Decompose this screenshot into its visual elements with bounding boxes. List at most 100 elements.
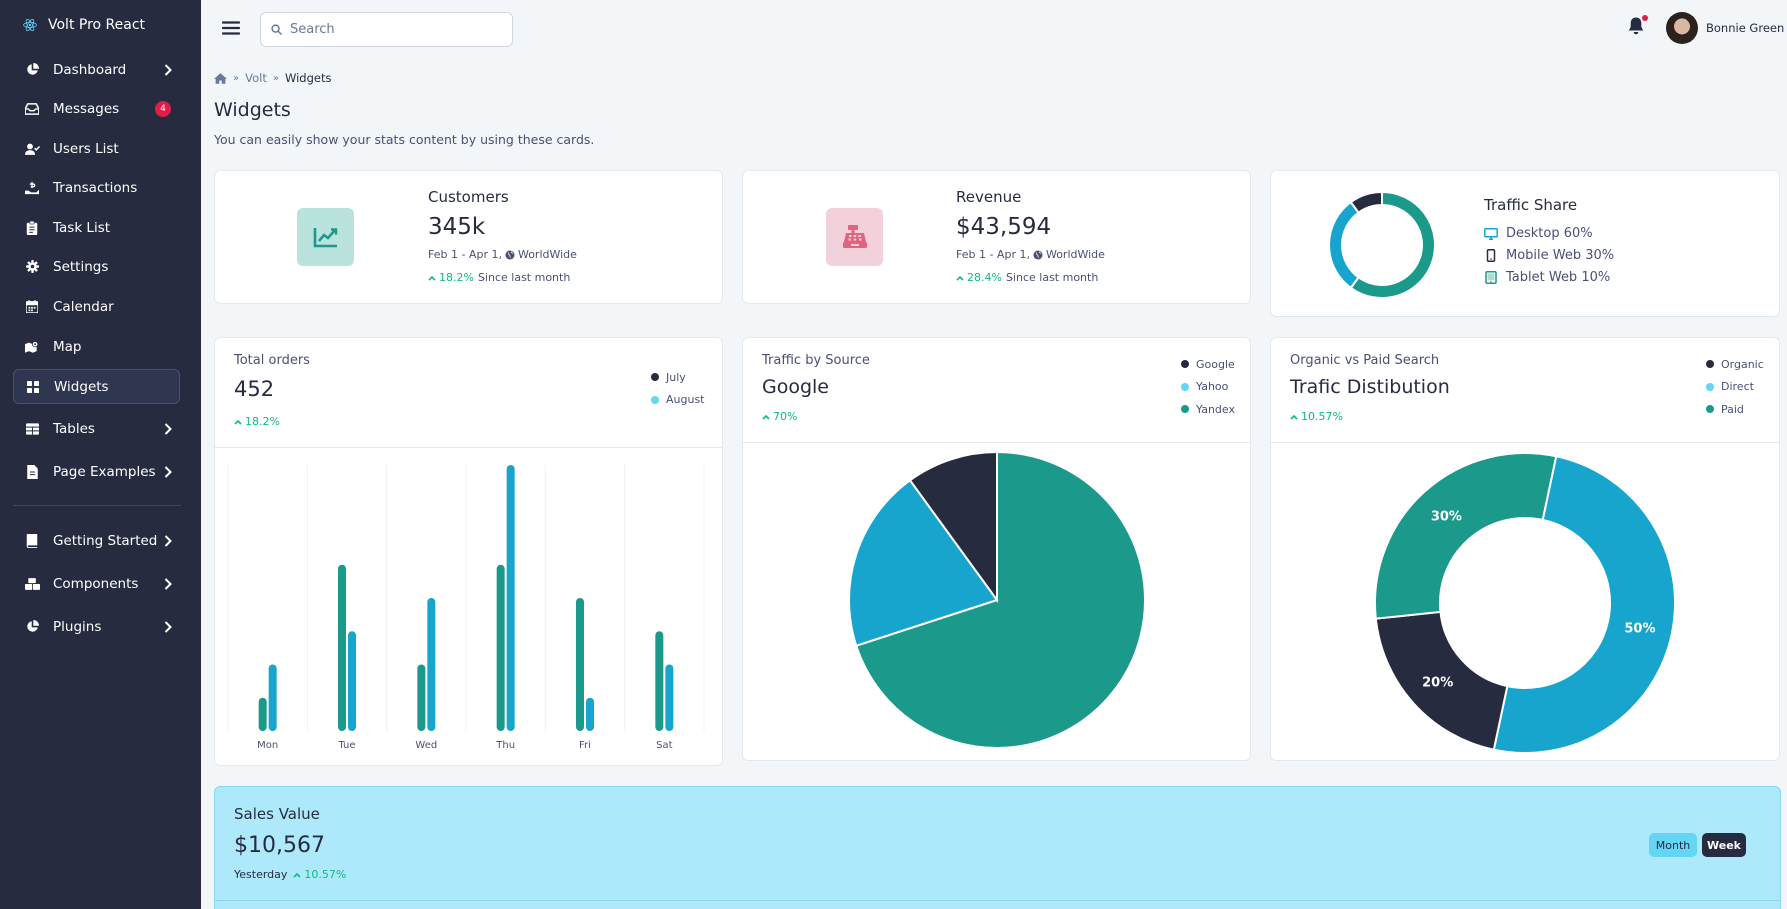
gear-icon (24, 259, 40, 275)
sidebar-item-label: Plugins (53, 618, 102, 635)
desktop-icon (1484, 227, 1498, 240)
legend-item-july: July (651, 366, 705, 389)
total-orders-card: Total orders 452 18.2% July August Mon Tu… (214, 337, 723, 766)
chart-pie-icon (24, 619, 40, 635)
pie-slice-yahoo (848, 478, 999, 647)
x-tick-label: Tue (337, 740, 355, 751)
react-logo-icon (23, 18, 37, 32)
sidebar-item-map[interactable]: Map (13, 329, 180, 364)
chevron-right-icon (164, 577, 172, 590)
data-label-paid: 30% (1431, 510, 1462, 525)
sidebar-item-widgets[interactable]: Widgets (13, 369, 180, 404)
messages-count-badge: 4 (155, 100, 171, 117)
card-divider (215, 900, 1780, 901)
bar-july-sat (655, 631, 664, 731)
legend-swatch (1181, 360, 1189, 369)
legend-label: July (666, 370, 686, 384)
sidebar-item-label: Task List (53, 219, 111, 236)
chevron-right-icon (164, 465, 172, 478)
search-input[interactable] (290, 22, 500, 37)
revenue-change-suffix: Since last month (1005, 271, 1099, 284)
sidebar-item-messages[interactable]: Messages 4 (13, 91, 180, 126)
traffic-source-label: Traffic by Source (762, 353, 870, 368)
angle-up-icon (956, 275, 964, 281)
sidebar-item-label: Dashboard (53, 61, 127, 78)
legend-swatch (1181, 382, 1189, 391)
cash-register-icon (826, 208, 883, 266)
legend-item-yandex: Yandex (1181, 398, 1235, 421)
breadcrumb-link-volt[interactable]: Volt (245, 71, 267, 85)
x-tick-label: Mon (257, 740, 278, 751)
organic-paid-value: Trafic Distibution (1290, 376, 1450, 398)
legend-item-paid: Paid (1706, 398, 1764, 421)
legend-swatch (651, 395, 659, 404)
page-subtitle: You can easily show your stats content b… (214, 132, 595, 147)
week-button[interactable]: Week (1702, 833, 1746, 857)
traffic-share-row-tablet: Tablet Web 10% (1484, 270, 1610, 285)
bar-august-tue (348, 631, 356, 731)
sales-value: $10,567 (234, 833, 325, 858)
bar-july-thu (496, 564, 505, 731)
customers-change-value: 18.2% (439, 271, 474, 284)
user-name: Bonnie Green (1706, 21, 1785, 35)
home-icon[interactable] (214, 72, 227, 84)
traffic-source-card: Traffic by Source Google 70% Google Yaho… (742, 337, 1251, 761)
card-divider (215, 447, 722, 448)
donut-slice-paid (1374, 452, 1558, 620)
customers-date-range: Feb 1 - Apr 1, (428, 248, 502, 261)
sidebar-item-plugins[interactable]: Plugins (13, 609, 180, 644)
sidebar-item-tables[interactable]: Tables (13, 411, 180, 446)
globe-icon (505, 250, 515, 259)
organic-paid-label: Organic vs Paid Search (1290, 353, 1440, 368)
revenue-change: 28.4% Since last month (956, 271, 1098, 284)
sidebar-item-calendar[interactable]: Calendar (13, 289, 180, 324)
sidebar-item-users-list[interactable]: Users List (13, 131, 180, 166)
organic-paid-change-value: 10.57% (1301, 410, 1343, 423)
sidebar-item-transactions[interactable]: Transactions (13, 170, 180, 205)
hamburger-menu-icon[interactable] (221, 19, 241, 37)
sidebar-item-task-list[interactable]: Task List (13, 210, 180, 245)
total-orders-bar-chart: Mon Tue Wed Thu Fri Sat (227, 465, 705, 751)
traffic-source-value: Google (762, 376, 830, 398)
chevron-right-icon (164, 534, 172, 547)
user-menu[interactable]: Bonnie Green (1666, 12, 1784, 44)
th-large-icon (25, 379, 41, 395)
data-label-direct: 50% (1624, 621, 1655, 636)
x-tick-label: Sat (656, 740, 672, 751)
sidebar-item-dashboard[interactable]: Dashboard (13, 52, 180, 87)
legend-item-google: Google (1181, 353, 1235, 376)
legend-swatch (1706, 405, 1714, 414)
angle-up-icon (234, 419, 242, 425)
bar-july-wed (417, 664, 426, 731)
sidebar-item-components[interactable]: Components (13, 566, 180, 601)
legend-label: August (666, 393, 705, 407)
bar-august-fri (586, 697, 594, 731)
sidebar-item-settings[interactable]: Settings (13, 249, 180, 284)
revenue-change-value: 28.4% (967, 271, 1002, 284)
customers-change: 18.2% Since last month (428, 271, 570, 284)
bar-august-sat (665, 664, 674, 731)
sidebar-item-page-examples[interactable]: Page Examples (13, 454, 180, 489)
clipboard-list-icon (24, 220, 40, 236)
sidebar-item-label: Widgets (54, 378, 109, 395)
sidebar-item-getting-started[interactable]: Getting Started (13, 523, 180, 558)
bar-august-thu (506, 465, 515, 731)
chevron-right-icon (164, 620, 172, 633)
organic-paid-donut-chart: 50% 20% 30% (1374, 452, 1676, 754)
notifications-bell-icon[interactable] (1628, 15, 1648, 37)
sales-change-value: 10.57% (304, 868, 347, 881)
customers-region: WorldWide (517, 248, 577, 261)
month-button[interactable]: Month (1649, 833, 1697, 857)
mobile-icon (1486, 249, 1496, 262)
donut-slice-organic (1374, 610, 1509, 751)
traffic-share-donut-chart (1328, 190, 1436, 299)
brand[interactable]: Volt Pro React (23, 17, 145, 33)
organic-paid-legend: Organic Direct Paid (1706, 353, 1764, 421)
sidebar-item-label: Calendar (53, 298, 114, 315)
brand-name: Volt Pro React (48, 17, 146, 33)
globe-icon (1033, 250, 1043, 259)
traffic-source-change-value: 70% (773, 410, 798, 423)
customers-label: Customers (428, 188, 509, 206)
breadcrumb: » Volt » Widgets (214, 71, 331, 85)
breadcrumb-current: Widgets (284, 71, 332, 85)
